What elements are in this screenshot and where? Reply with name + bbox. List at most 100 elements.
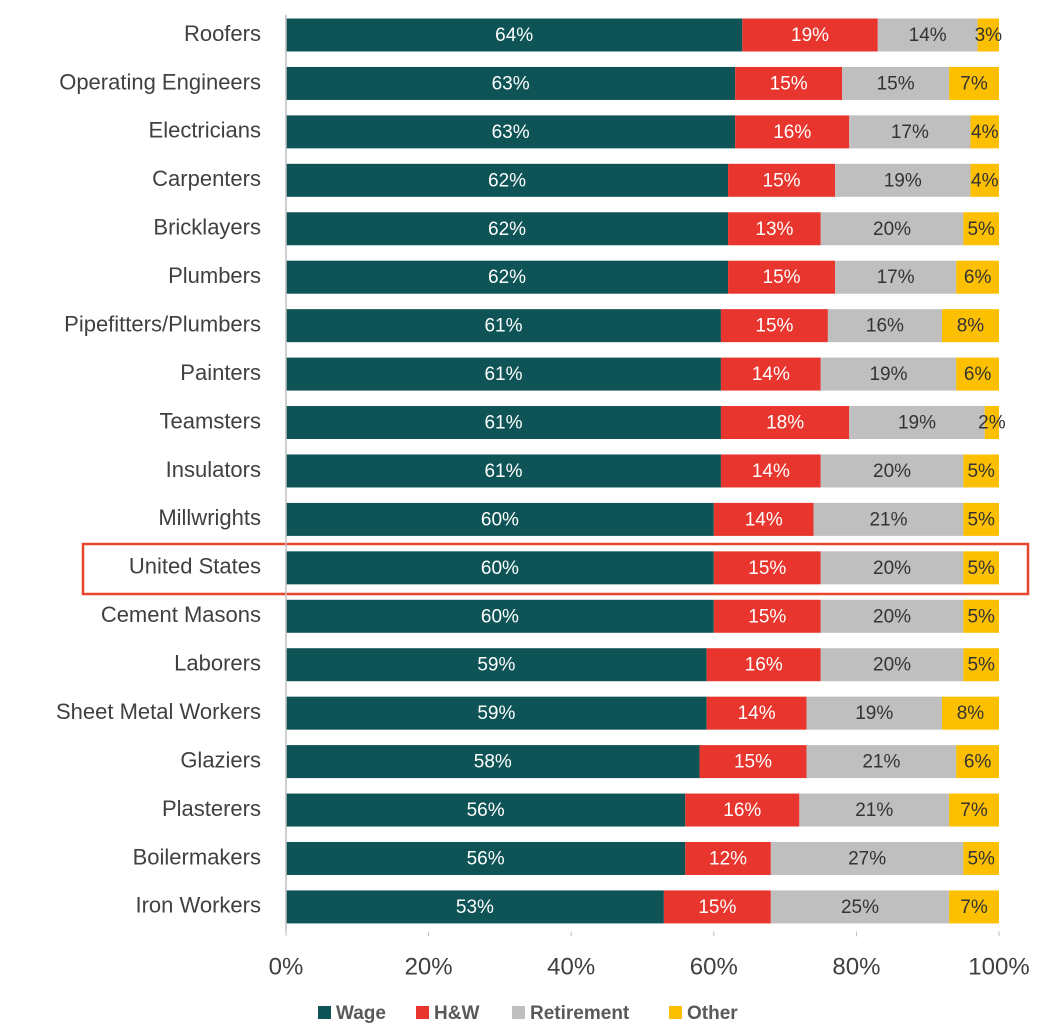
value-label: 16%	[745, 655, 783, 676]
value-label: 7%	[960, 800, 988, 821]
value-label: 6%	[964, 364, 992, 385]
bar-segment	[735, 66, 843, 100]
x-tick-label: 0%	[269, 953, 304, 980]
bar-segment	[820, 357, 957, 391]
value-label: 15%	[734, 752, 772, 773]
value-label: 60%	[481, 558, 519, 579]
bar-segment	[286, 357, 721, 391]
legend-swatch	[318, 1006, 331, 1019]
category-label: Glaziers	[180, 747, 261, 772]
value-label: 15%	[763, 170, 801, 191]
bar-segment	[820, 648, 964, 682]
category-label: Laborers	[174, 651, 261, 676]
value-label: 58%	[474, 752, 512, 773]
value-label: 14%	[752, 461, 790, 482]
value-label: 5%	[967, 558, 995, 579]
value-label: 27%	[848, 848, 886, 869]
value-label: 15%	[763, 267, 801, 288]
value-label: 19%	[855, 703, 893, 724]
legend-swatch	[512, 1006, 525, 1019]
value-label: 63%	[492, 73, 530, 94]
value-label: 14%	[738, 703, 776, 724]
legend-label: Retirement	[530, 1003, 630, 1024]
bar-segment	[806, 745, 957, 779]
category-label: Teamsters	[160, 408, 261, 433]
bar-segment	[977, 18, 999, 52]
bar-segment	[963, 841, 999, 875]
value-label: 8%	[957, 703, 985, 724]
value-label: 19%	[898, 413, 936, 434]
value-label: 15%	[877, 73, 915, 94]
value-label: 4%	[971, 170, 999, 191]
category-label: Plasterers	[162, 796, 261, 821]
bar-segment	[286, 115, 736, 149]
bar-segment	[963, 648, 999, 682]
category-label: Operating Engineers	[59, 69, 261, 94]
bar-segment	[286, 599, 714, 633]
value-label: 19%	[884, 170, 922, 191]
value-label: 5%	[967, 848, 995, 869]
bar-segment	[806, 696, 942, 730]
value-label: 59%	[477, 655, 515, 676]
bar-segment	[835, 260, 957, 294]
bar-segment	[835, 163, 971, 197]
bar-segment	[728, 163, 836, 197]
bar-segment	[984, 406, 999, 440]
value-label: 2%	[978, 413, 1006, 434]
value-label: 13%	[755, 219, 793, 240]
value-label: 15%	[698, 897, 736, 918]
category-label: Cement Masons	[101, 602, 261, 627]
bar-segment	[685, 793, 800, 827]
bar-segment	[849, 115, 971, 149]
value-label: 15%	[748, 558, 786, 579]
value-label: 62%	[488, 219, 526, 240]
value-label: 5%	[967, 461, 995, 482]
bar-segment	[842, 66, 950, 100]
highlight-box	[81, 542, 1030, 596]
value-label: 6%	[964, 752, 992, 773]
bar-segment	[713, 599, 821, 633]
bar-segment	[941, 696, 999, 730]
bar-segment	[286, 696, 707, 730]
value-label: 3%	[975, 25, 1003, 46]
bar-segment	[720, 406, 850, 440]
legend-label: H&W	[434, 1003, 479, 1024]
bar-segment	[949, 793, 999, 827]
category-label: Carpenters	[152, 166, 261, 191]
bar-segment	[963, 599, 999, 633]
value-label: 17%	[891, 122, 929, 143]
bar-segment	[286, 163, 729, 197]
bar-segment	[706, 696, 807, 730]
bar-segment	[820, 454, 964, 488]
category-label: Painters	[180, 360, 261, 385]
value-label: 14%	[752, 364, 790, 385]
bar-segment	[820, 599, 964, 633]
value-label: 61%	[484, 316, 522, 337]
bar-segment	[849, 406, 985, 440]
category-label: Boilermakers	[133, 844, 261, 869]
bar-segment	[685, 841, 771, 875]
value-label: 64%	[495, 25, 533, 46]
value-label: 19%	[791, 25, 829, 46]
value-label: 20%	[873, 219, 911, 240]
bar-segment	[286, 18, 743, 52]
bar-segment	[956, 260, 999, 294]
bar-segment	[770, 841, 964, 875]
x-tick-label: 20%	[405, 953, 453, 980]
bar-segment	[963, 454, 999, 488]
bar-segment	[956, 357, 999, 391]
value-label: 20%	[873, 606, 911, 627]
bar-segment	[735, 115, 850, 149]
bar-segment	[720, 357, 821, 391]
value-label: 5%	[967, 509, 995, 530]
value-label: 4%	[971, 122, 999, 143]
bar-segment	[956, 745, 999, 779]
bar-segment	[813, 502, 964, 536]
value-label: 7%	[960, 73, 988, 94]
category-label: Sheet Metal Workers	[56, 699, 261, 724]
value-label: 5%	[967, 219, 995, 240]
bar-segment	[286, 260, 729, 294]
value-label: 60%	[481, 509, 519, 530]
bar-segment	[963, 502, 999, 536]
value-label: 7%	[960, 897, 988, 918]
